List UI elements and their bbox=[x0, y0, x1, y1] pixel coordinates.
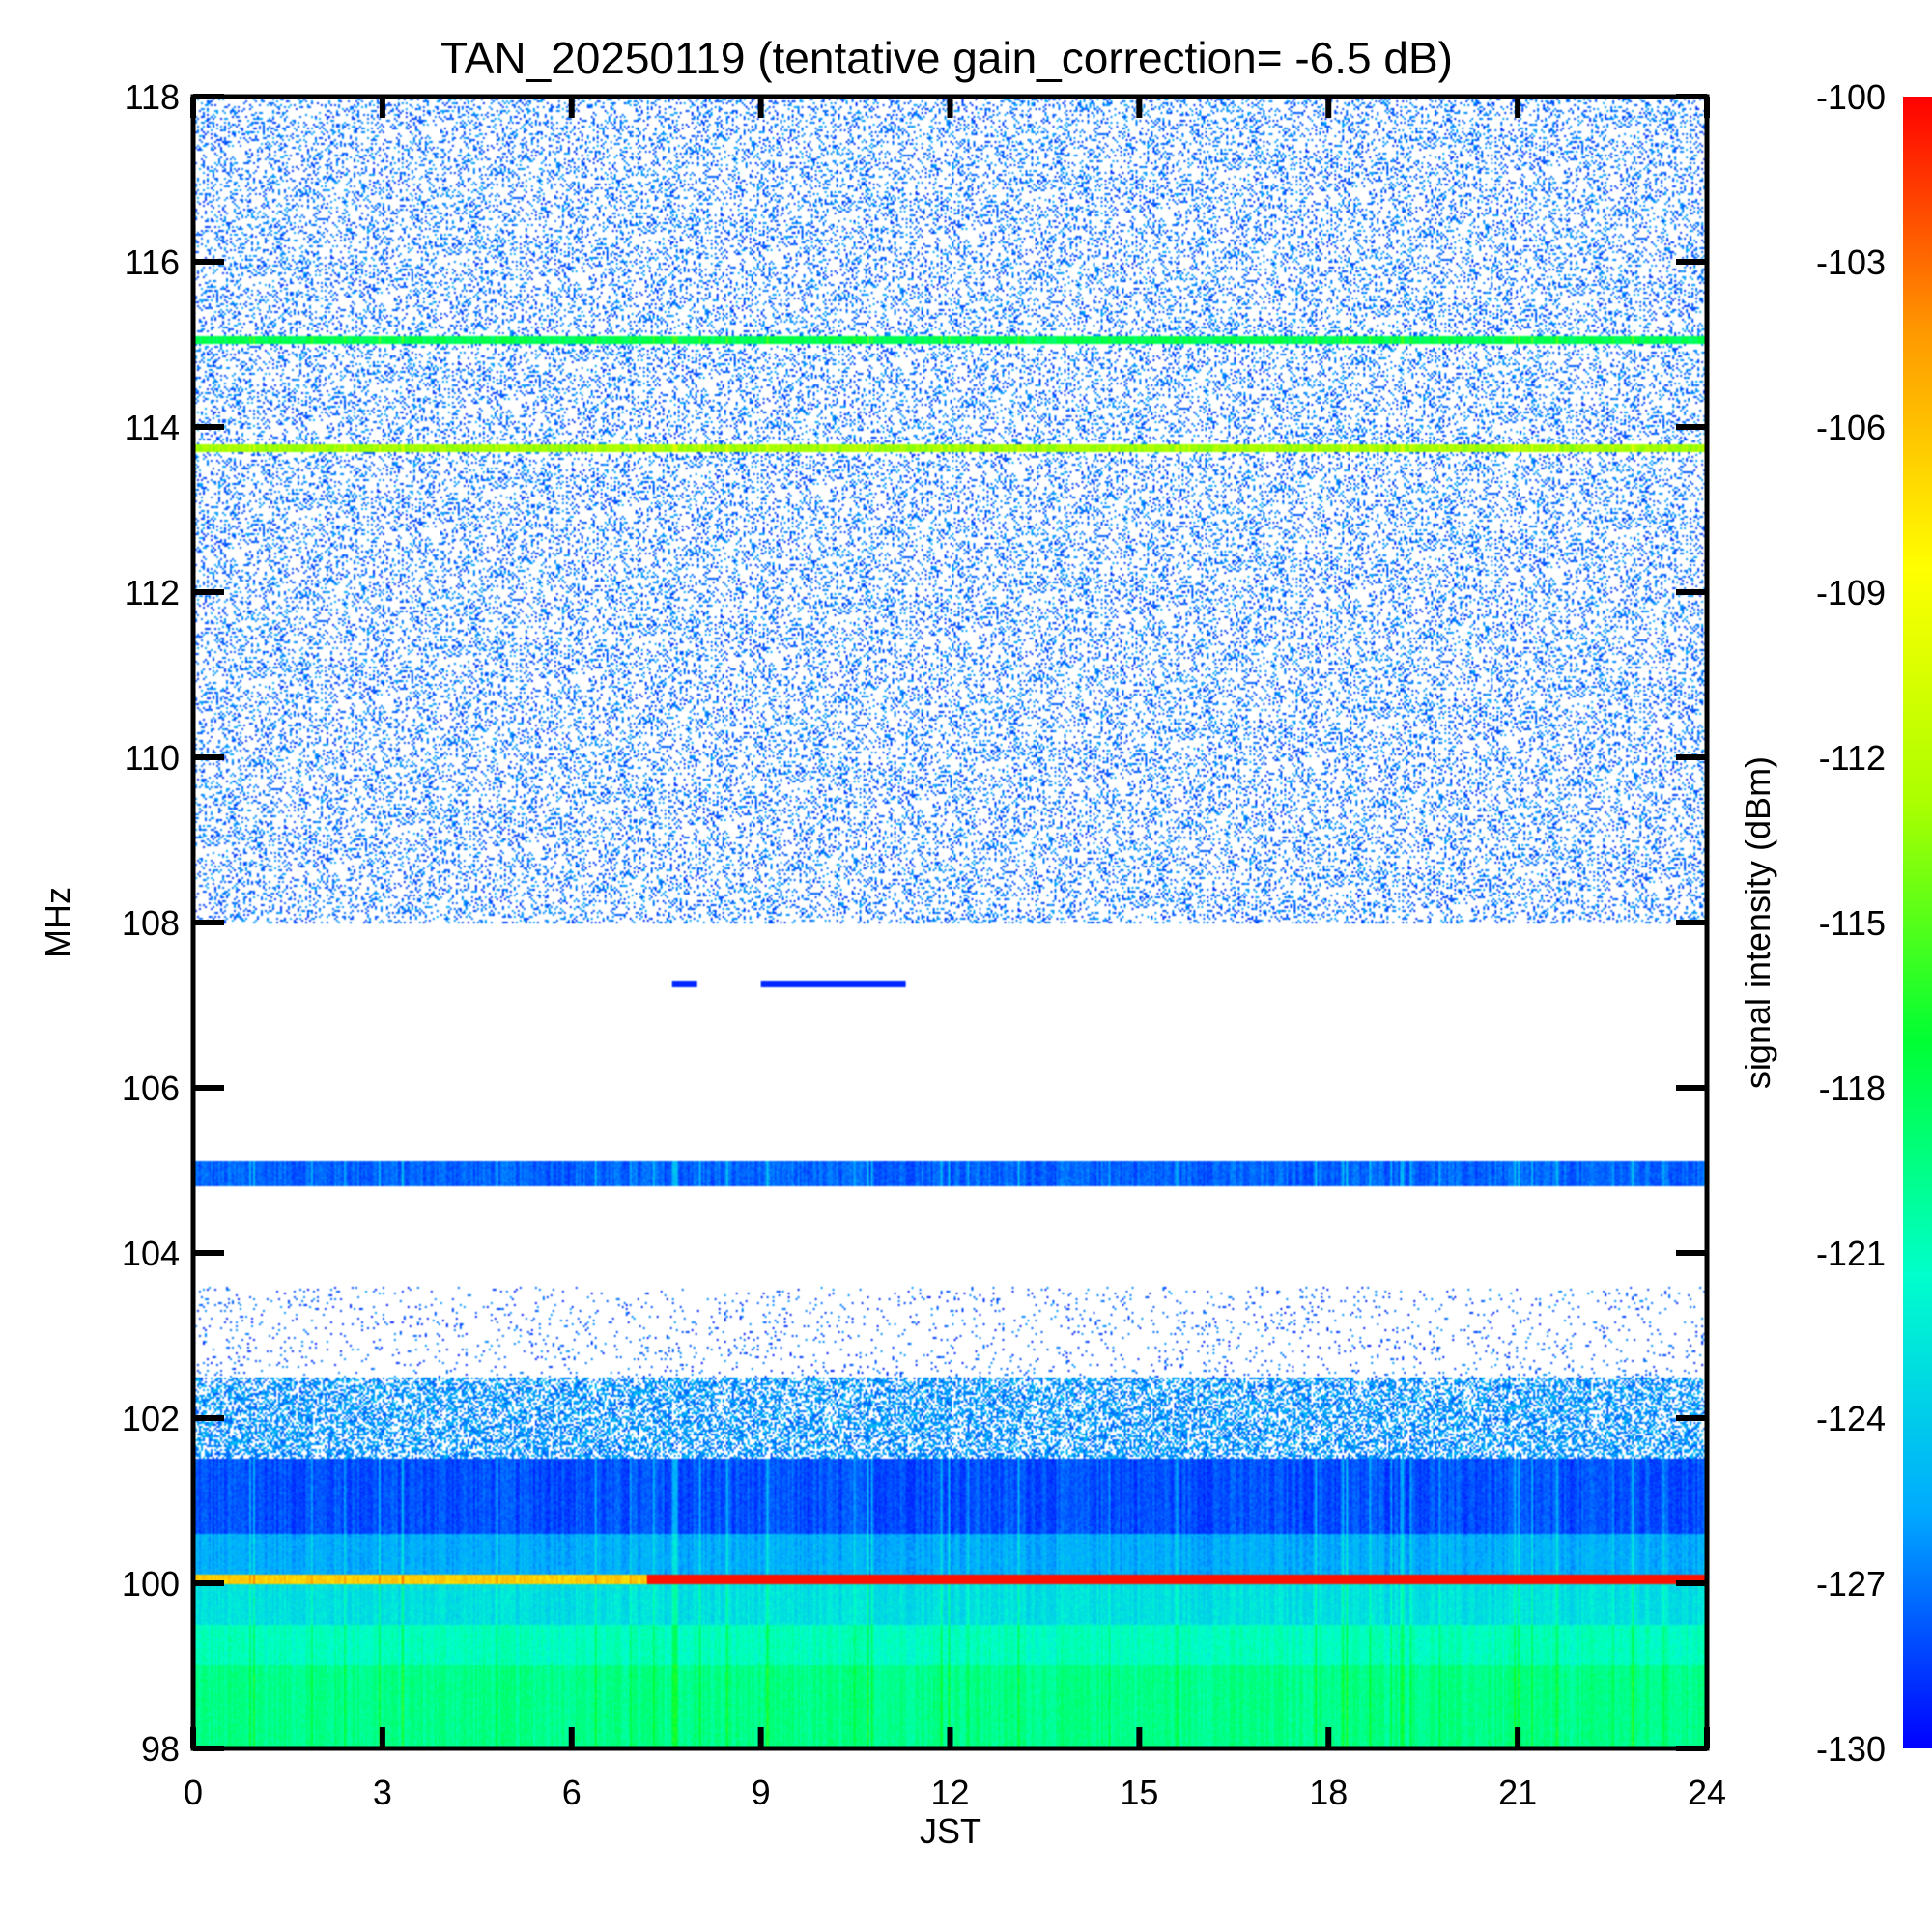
x-axis-label: JST bbox=[920, 1811, 981, 1851]
colorbar-tick-label: -118 bbox=[1819, 1068, 1886, 1108]
x-tick-label: 21 bbox=[1498, 1773, 1537, 1812]
colorbar-tick-label: -106 bbox=[1816, 408, 1886, 447]
y-tick-label: 100 bbox=[122, 1564, 180, 1604]
y-tick-label: 110 bbox=[125, 738, 180, 778]
y-tick-label: 116 bbox=[125, 242, 180, 282]
colorbar-tick-label: -109 bbox=[1816, 573, 1886, 612]
y-tick-label: 98 bbox=[141, 1729, 180, 1769]
y-tick-label: 114 bbox=[125, 408, 180, 447]
x-tick-label: 12 bbox=[930, 1773, 969, 1812]
y-tick-label: 108 bbox=[122, 903, 180, 943]
plot-area: 0 3 6 9 12 15 18 21 24 98 100 102 104 106 108 110 112 11… bbox=[122, 77, 1726, 1812]
colorbar-ticks: -100 -103 -106 -109 -112 -115 -118 -121 -124 -127… bbox=[1816, 77, 1886, 1769]
y-tick-label: 102 bbox=[122, 1399, 180, 1438]
x-tick-label: 6 bbox=[562, 1773, 582, 1812]
x-tick-label: 18 bbox=[1309, 1773, 1348, 1812]
chart-title: TAN_20250119 (tentative gain_correction=… bbox=[440, 33, 1453, 83]
colorbar-gradient bbox=[1903, 97, 1932, 1748]
x-tick-label: 15 bbox=[1120, 1773, 1158, 1812]
colorbar-tick-label: -127 bbox=[1816, 1564, 1886, 1604]
colorbar-tick-label: -112 bbox=[1819, 738, 1886, 778]
colorbar-tick-label: -100 bbox=[1816, 77, 1886, 117]
heatmap-image bbox=[193, 97, 1707, 1748]
colorbar: -100 -103 -106 -109 -112 -115 -118 -121 -124 -127… bbox=[1738, 77, 1932, 1769]
colorbar-tick-label: -115 bbox=[1819, 903, 1886, 943]
x-tick-label: 0 bbox=[184, 1773, 203, 1812]
y-tick-label: 112 bbox=[125, 573, 180, 612]
colorbar-tick-label: -124 bbox=[1816, 1399, 1886, 1438]
y-tick-label: 104 bbox=[122, 1234, 180, 1273]
y-axis: 98 100 102 104 106 108 110 112 114 116 118 bbox=[122, 77, 1707, 1769]
x-tick-label: 24 bbox=[1688, 1773, 1726, 1812]
plot-frame bbox=[190, 94, 1710, 1751]
x-tick-label: 9 bbox=[752, 1773, 771, 1812]
y-tick-label: 118 bbox=[125, 77, 180, 117]
colorbar-label: signal intensity (dBm) bbox=[1738, 756, 1777, 1089]
y-tick-label: 106 bbox=[122, 1068, 180, 1108]
colorbar-tick-label: -130 bbox=[1816, 1729, 1886, 1769]
y-axis-label: MHz bbox=[38, 887, 77, 958]
x-tick-label: 3 bbox=[373, 1773, 392, 1812]
colorbar-tick-label: -121 bbox=[1816, 1234, 1886, 1273]
colorbar-tick-label: -103 bbox=[1816, 242, 1886, 282]
